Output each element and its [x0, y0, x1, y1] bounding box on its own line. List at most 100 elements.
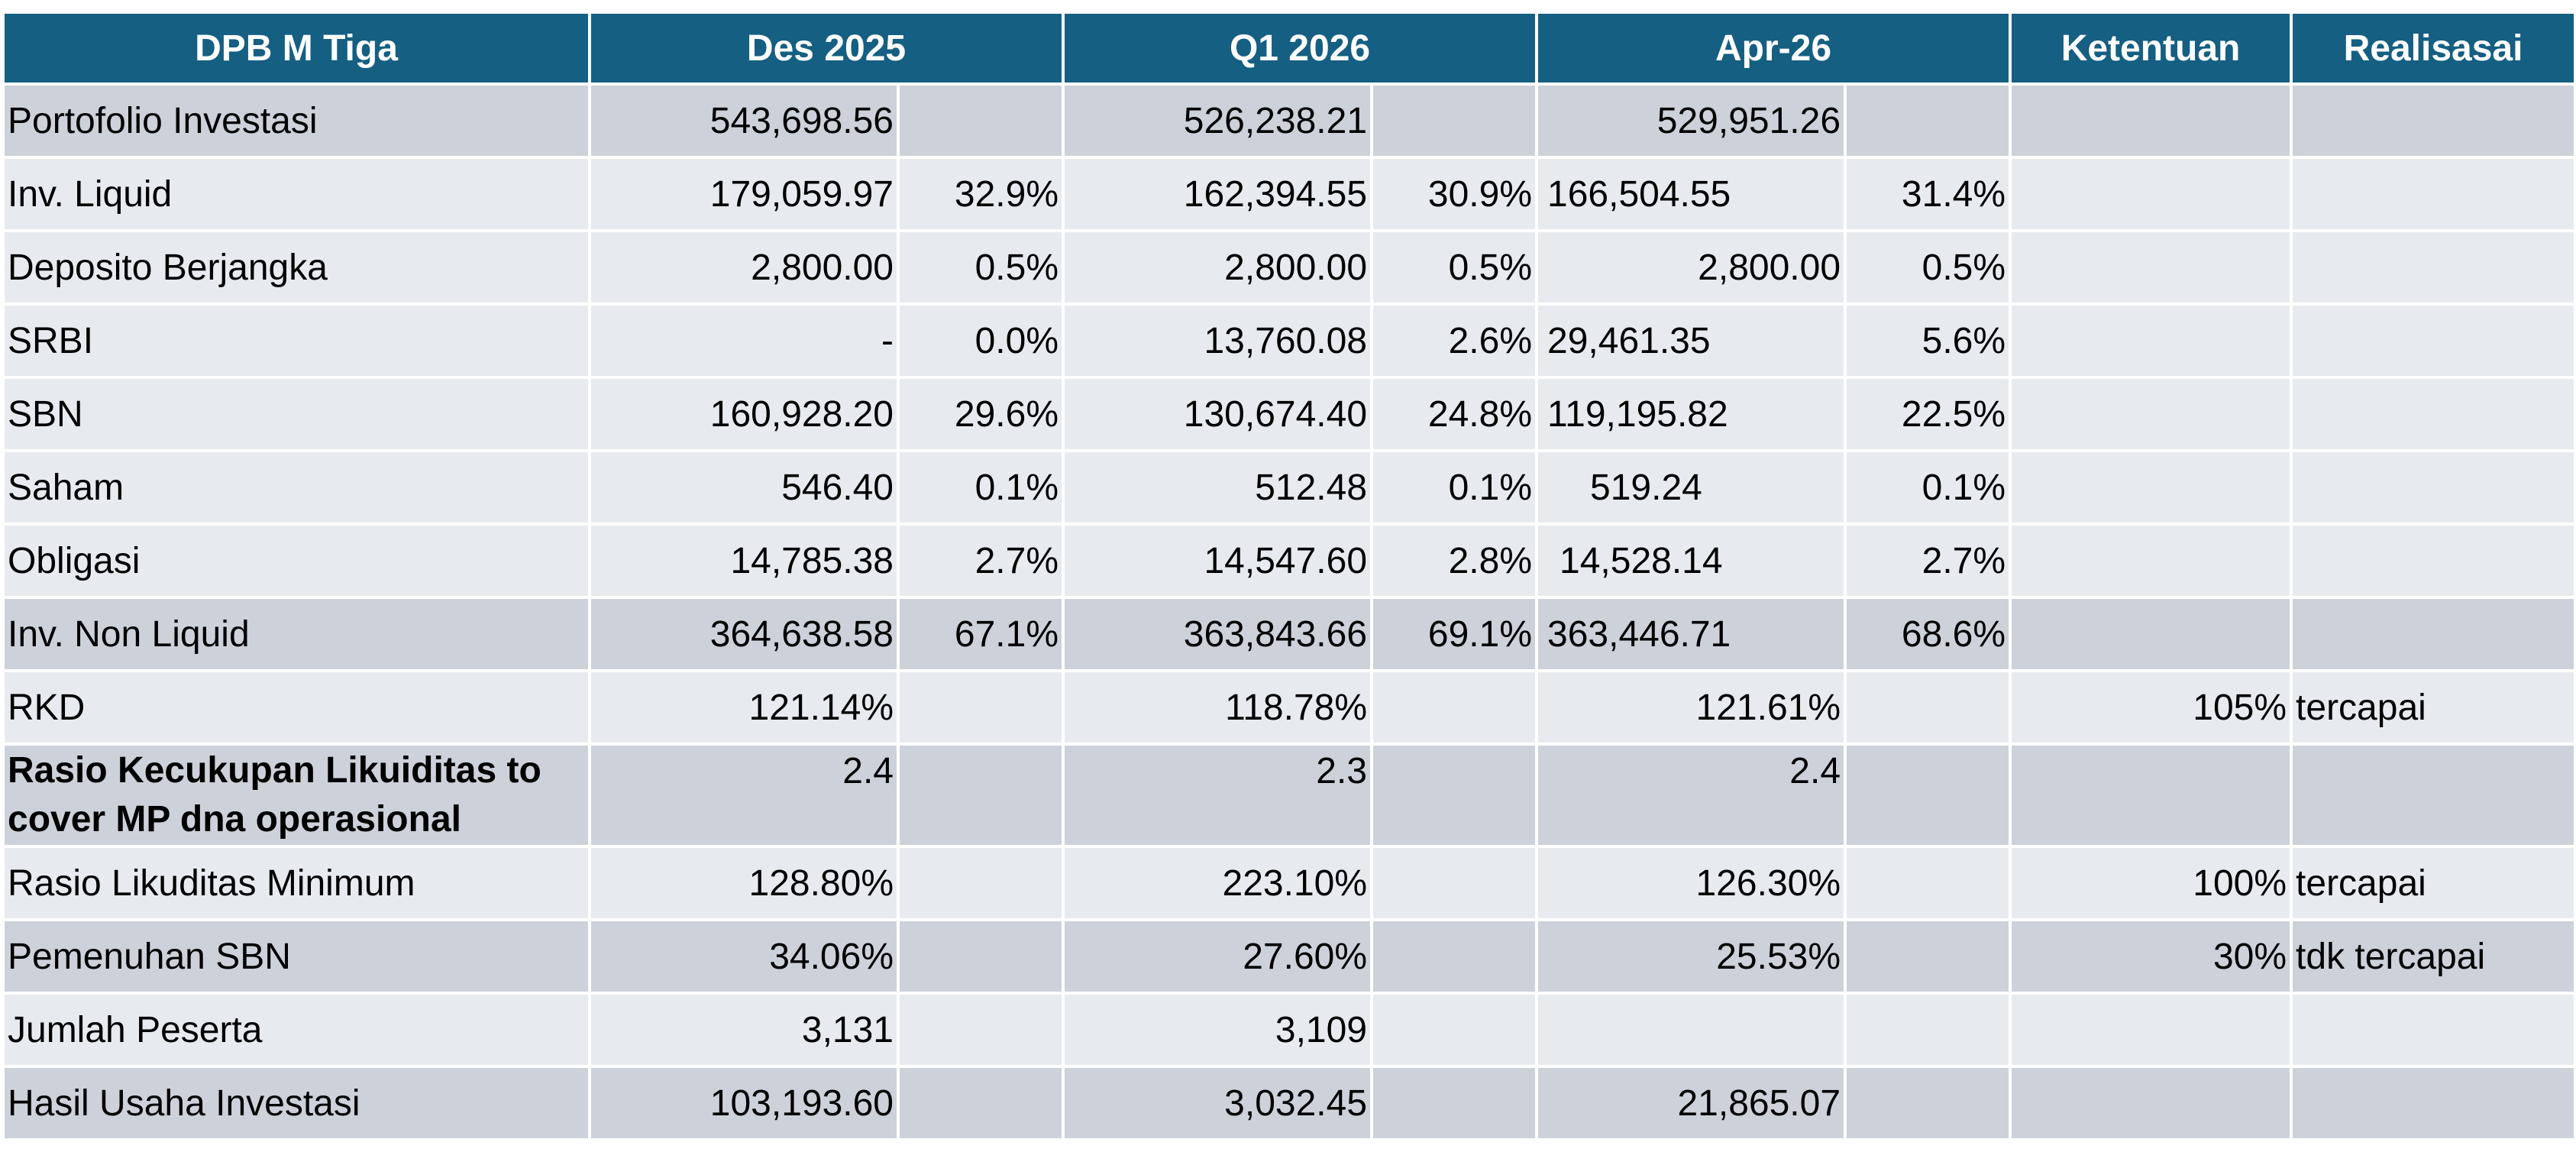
q1-value: 27.60%	[1062, 918, 1374, 995]
des-pct: 0.1%	[896, 449, 1065, 526]
apr-pct	[1844, 1065, 2012, 1141]
realisasi-cell	[2290, 303, 2576, 379]
q1-pct	[1370, 918, 1539, 995]
des-value: 103,193.60	[588, 1065, 900, 1141]
q1-value: 3,109	[1062, 992, 1374, 1068]
des-pct	[896, 1065, 1065, 1141]
des-value: 546.40	[588, 449, 900, 526]
apr-value: 25.53%	[1535, 918, 1847, 995]
des-value: 121.14%	[588, 669, 900, 746]
q1-pct	[1370, 669, 1539, 746]
des-pct: 2.7%	[896, 523, 1065, 599]
des-pct: 67.1%	[896, 596, 1065, 672]
apr-value: 519.24	[1535, 449, 1847, 526]
ketentuan-cell	[2009, 523, 2293, 599]
table-row-rasio-minimum: Rasio Likuditas Minimum 128.80% 223.10% …	[2, 845, 2576, 921]
q1-pct	[1370, 992, 1539, 1068]
realisasi-cell	[2290, 523, 2576, 599]
row-label: SBN	[2, 376, 591, 452]
apr-pct	[1844, 992, 2012, 1068]
table-row-nonliquid: Inv. Non Liquid 364,638.58 67.1% 363,843…	[2, 596, 2576, 672]
q1-pct: 2.8%	[1370, 523, 1539, 599]
q1-pct: 2.6%	[1370, 303, 1539, 379]
table-row-deposito: Deposito Berjangka 2,800.00 0.5% 2,800.0…	[2, 229, 2576, 306]
q1-pct: 0.5%	[1370, 229, 1539, 306]
apr-value: 529,951.26	[1535, 83, 1847, 159]
realisasi-status: tercapai	[2290, 669, 2576, 746]
table-row-srbi: SRBI - 0.0% 13,760.08 2.6% 29,461.35 5.6…	[2, 303, 2576, 379]
apr-pct	[1844, 845, 2012, 921]
q1-value: 223.10%	[1062, 845, 1374, 921]
apr-value: 21,865.07	[1535, 1065, 1847, 1141]
q1-pct	[1370, 1065, 1539, 1141]
ketentuan-cell	[2009, 449, 2293, 526]
ketentuan-value: 105%	[2009, 669, 2293, 746]
des-pct: 0.5%	[896, 229, 1065, 306]
header-ketentuan[interactable]: Ketentuan	[2009, 11, 2293, 86]
ketentuan-cell	[2009, 303, 2293, 379]
realisasi-cell	[2290, 229, 2576, 306]
apr-value: 14,528.14	[1535, 523, 1847, 599]
row-label: Rasio Likuditas Minimum	[2, 845, 591, 921]
q1-pct: 30.9%	[1370, 156, 1539, 232]
ketentuan-cell	[2009, 992, 2293, 1068]
table-row-rkd: RKD 121.14% 118.78% 121.61% 105% tercapa…	[2, 669, 2576, 746]
des-value: 543,698.56	[588, 83, 900, 159]
table-row-sbn: SBN 160,928.20 29.6% 130,674.40 24.8% 11…	[2, 376, 2576, 452]
des-pct	[896, 918, 1065, 995]
apr-value	[1535, 992, 1847, 1068]
q1-pct	[1370, 83, 1539, 159]
realisasi-cell	[2290, 376, 2576, 452]
q1-pct	[1370, 845, 1539, 921]
realisasi-cell	[2290, 1065, 2576, 1141]
header-q1-2026[interactable]: Q1 2026	[1062, 11, 1539, 86]
header-dpb-m-tiga[interactable]: DPB M Tiga	[2, 11, 591, 86]
apr-value: 29,461.35	[1535, 303, 1847, 379]
des-pct	[896, 845, 1065, 921]
des-value: 179,059.97	[588, 156, 900, 232]
row-label: Saham	[2, 449, 591, 526]
apr-pct	[1844, 83, 2012, 159]
apr-value: 363,446.71	[1535, 596, 1847, 672]
apr-value: 126.30%	[1535, 845, 1847, 921]
header-realisasi[interactable]: Realisasai	[2290, 11, 2576, 86]
ketentuan-cell	[2009, 1065, 2293, 1141]
des-value: -	[588, 303, 900, 379]
row-label: Pemenuhan SBN	[2, 918, 591, 995]
table-row-saham: Saham 546.40 0.1% 512.48 0.1% 519.24 0.1…	[2, 449, 2576, 526]
q1-value: 2.3	[1062, 743, 1374, 848]
des-pct	[896, 669, 1065, 746]
realisasi-cell	[2290, 743, 2576, 848]
des-pct: 29.6%	[896, 376, 1065, 452]
ketentuan-cell	[2009, 596, 2293, 672]
apr-pct	[1844, 743, 2012, 848]
des-value: 14,785.38	[588, 523, 900, 599]
apr-pct: 22.5%	[1844, 376, 2012, 452]
table-row-rasio-kecukupan: Rasio Kecukupan Likuiditas to cover MP d…	[2, 743, 2576, 848]
header-apr-26[interactable]: Apr-26	[1535, 11, 2012, 86]
row-label: Obligasi	[2, 523, 591, 599]
realisasi-cell	[2290, 449, 2576, 526]
apr-pct: 2.7%	[1844, 523, 2012, 599]
apr-value: 166,504.55	[1535, 156, 1847, 232]
realisasi-status: tercapai	[2290, 845, 2576, 921]
row-label: Inv. Non Liquid	[2, 596, 591, 672]
realisasi-cell	[2290, 596, 2576, 672]
row-label: Portofolio Investasi	[2, 83, 591, 159]
table-row-liquid: Inv. Liquid 179,059.97 32.9% 162,394.55 …	[2, 156, 2576, 232]
des-pct: 32.9%	[896, 156, 1065, 232]
ketentuan-cell	[2009, 229, 2293, 306]
apr-pct: 31.4%	[1844, 156, 2012, 232]
row-label: SRBI	[2, 303, 591, 379]
des-value: 364,638.58	[588, 596, 900, 672]
des-value: 34.06%	[588, 918, 900, 995]
q1-value: 526,238.21	[1062, 83, 1374, 159]
ketentuan-value: 30%	[2009, 918, 2293, 995]
ketentuan-cell	[2009, 376, 2293, 452]
apr-pct: 68.6%	[1844, 596, 2012, 672]
investment-portfolio-table: DPB M Tiga Des 2025 Q1 2026 Apr-26 Keten…	[2, 11, 2576, 1141]
header-des-2025[interactable]: Des 2025	[587, 11, 1065, 86]
table-row-pemenuhan-sbn: Pemenuhan SBN 34.06% 27.60% 25.53% 30% t…	[2, 918, 2576, 995]
realisasi-cell	[2290, 156, 2576, 232]
q1-value: 14,547.60	[1062, 523, 1374, 599]
